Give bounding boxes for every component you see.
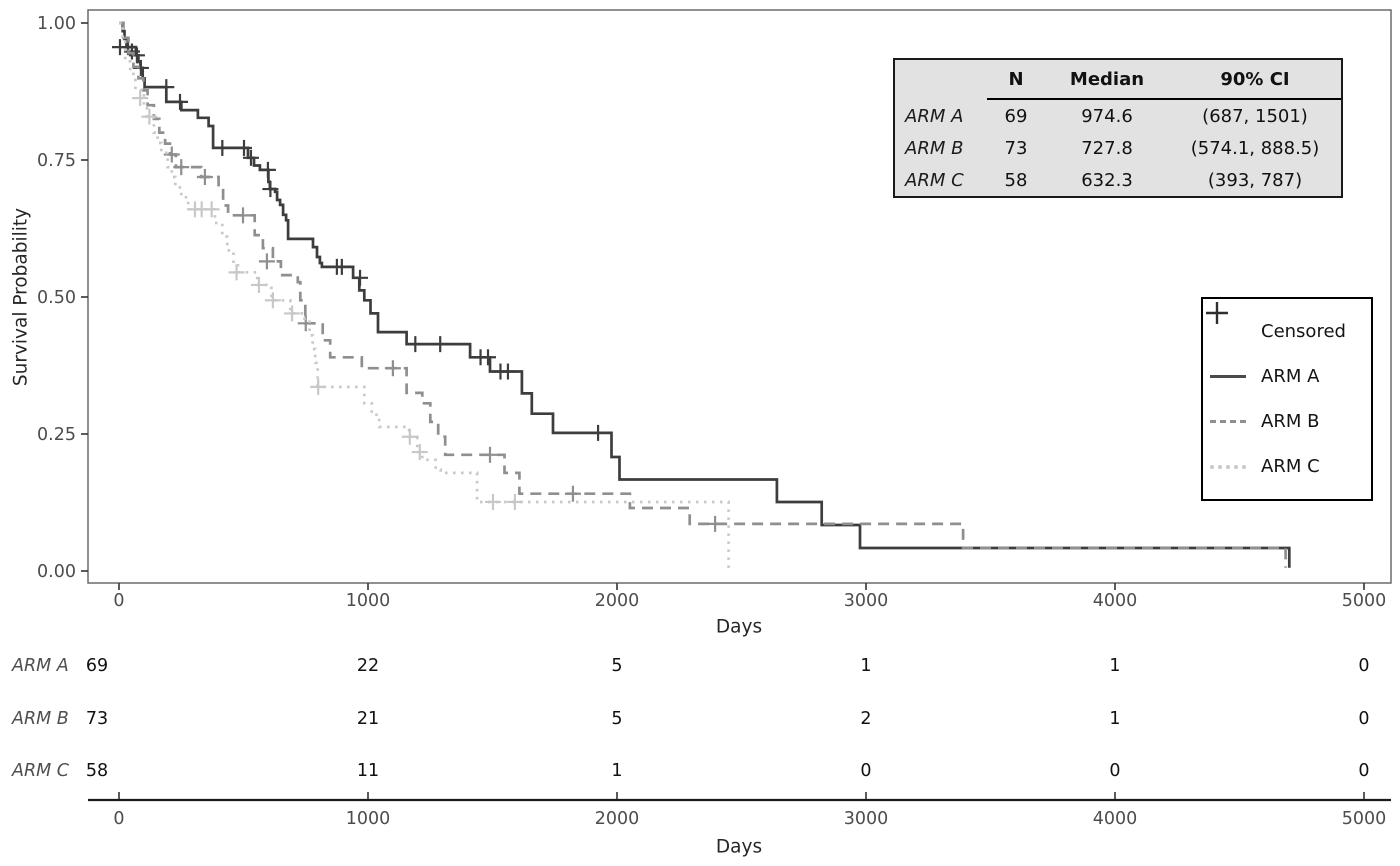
risk-count: 1 [611,761,623,781]
stats-table: N Median 90% CI ARM A 69 974.6 (687, 150… [893,58,1343,198]
risk-count: 1 [1109,656,1121,676]
legend-item-arm-b: ARM B [1203,399,1371,444]
legend-item-censored: Censored [1203,302,1371,354]
legend-item-arm-c: ARM C [1203,444,1371,489]
risk-axis-tick-label: 0 [113,809,124,829]
stats-row-label: ARM B [905,137,964,159]
x-tick-label: 5000 [1342,591,1387,611]
stats-median-value: 974.6 [1081,105,1133,127]
stats-median-value: 632.3 [1081,169,1133,191]
risk-count: 1 [860,656,872,676]
km-curve-arm-c [119,21,730,570]
stats-header-median: Median [1045,60,1169,100]
risk-count: 0 [1109,761,1121,781]
stats-median-value: 727.8 [1081,137,1133,159]
y-tick-label: 0.00 [37,562,76,582]
risk-count: 5 [611,709,623,729]
dotted-line-icon [1203,464,1253,469]
risk-axis-tick-label: 3000 [844,809,889,829]
risk-axis-title: Days [715,836,763,858]
stats-n-value: 58 [1004,169,1028,191]
risk-row-label: ARM B [12,709,69,729]
legend-label: ARM A [1261,366,1320,387]
y-tick-label: 1.00 [37,14,76,34]
risk-count: 58 [85,761,109,781]
stats-row-label: ARM A [905,105,964,127]
risk-count: 5 [611,656,623,676]
risk-count: 0 [860,761,872,781]
risk-count: 73 [85,709,109,729]
dashed-line-icon [1203,420,1253,423]
risk-axis-tick-label: 2000 [595,809,640,829]
x-tick-label: 3000 [844,591,889,611]
risk-count: 0 [1358,709,1370,729]
stats-corner-cell [895,60,987,100]
risk-count: 11 [356,761,380,781]
risk-count: 0 [1358,761,1370,781]
y-tick-label: 0.75 [37,151,76,171]
stats-ci-value: (393, 787) [1207,169,1303,191]
risk-count: 69 [85,656,109,676]
legend: Censored ARM A ARM B ARM C [1201,297,1373,501]
x-tick-label: 4000 [1093,591,1138,611]
legend-item-arm-a: ARM A [1203,354,1371,399]
risk-count: 0 [1358,656,1370,676]
risk-count: 2 [860,709,872,729]
legend-label: ARM B [1261,411,1320,432]
y-tick-label: 0.50 [37,288,76,308]
legend-label: Censored [1261,321,1346,342]
stats-n-value: 73 [1004,137,1028,159]
solid-line-icon [1203,375,1253,378]
risk-count: 22 [356,656,380,676]
risk-axis-tick-label: 5000 [1342,809,1387,829]
risk-axis-tick-label: 1000 [346,809,391,829]
risk-count: 21 [356,709,380,729]
risk-row-label: ARM A [12,656,69,676]
x-tick-label: 0 [113,591,124,611]
risk-row-label: ARM C [12,761,70,781]
stats-ci-value: (687, 1501) [1202,105,1308,127]
x-tick-label: 2000 [595,591,640,611]
risk-count: 1 [1109,709,1121,729]
risk-axis-tick-label: 4000 [1093,809,1138,829]
x-axis-title: Days [715,616,763,638]
y-tick-label: 0.25 [37,425,76,445]
y-axis-title: Survival Probability [10,207,32,387]
stats-ci-value: (574.1, 888.5) [1190,137,1320,159]
stats-header-n: N [987,60,1045,100]
x-tick-label: 1000 [346,591,391,611]
legend-label: ARM C [1261,456,1320,477]
stats-row-label: ARM C [905,169,964,191]
stats-header-ci: 90% CI [1169,60,1341,100]
stats-n-value: 69 [1004,105,1028,127]
km-curve-arm-b [119,21,1287,568]
